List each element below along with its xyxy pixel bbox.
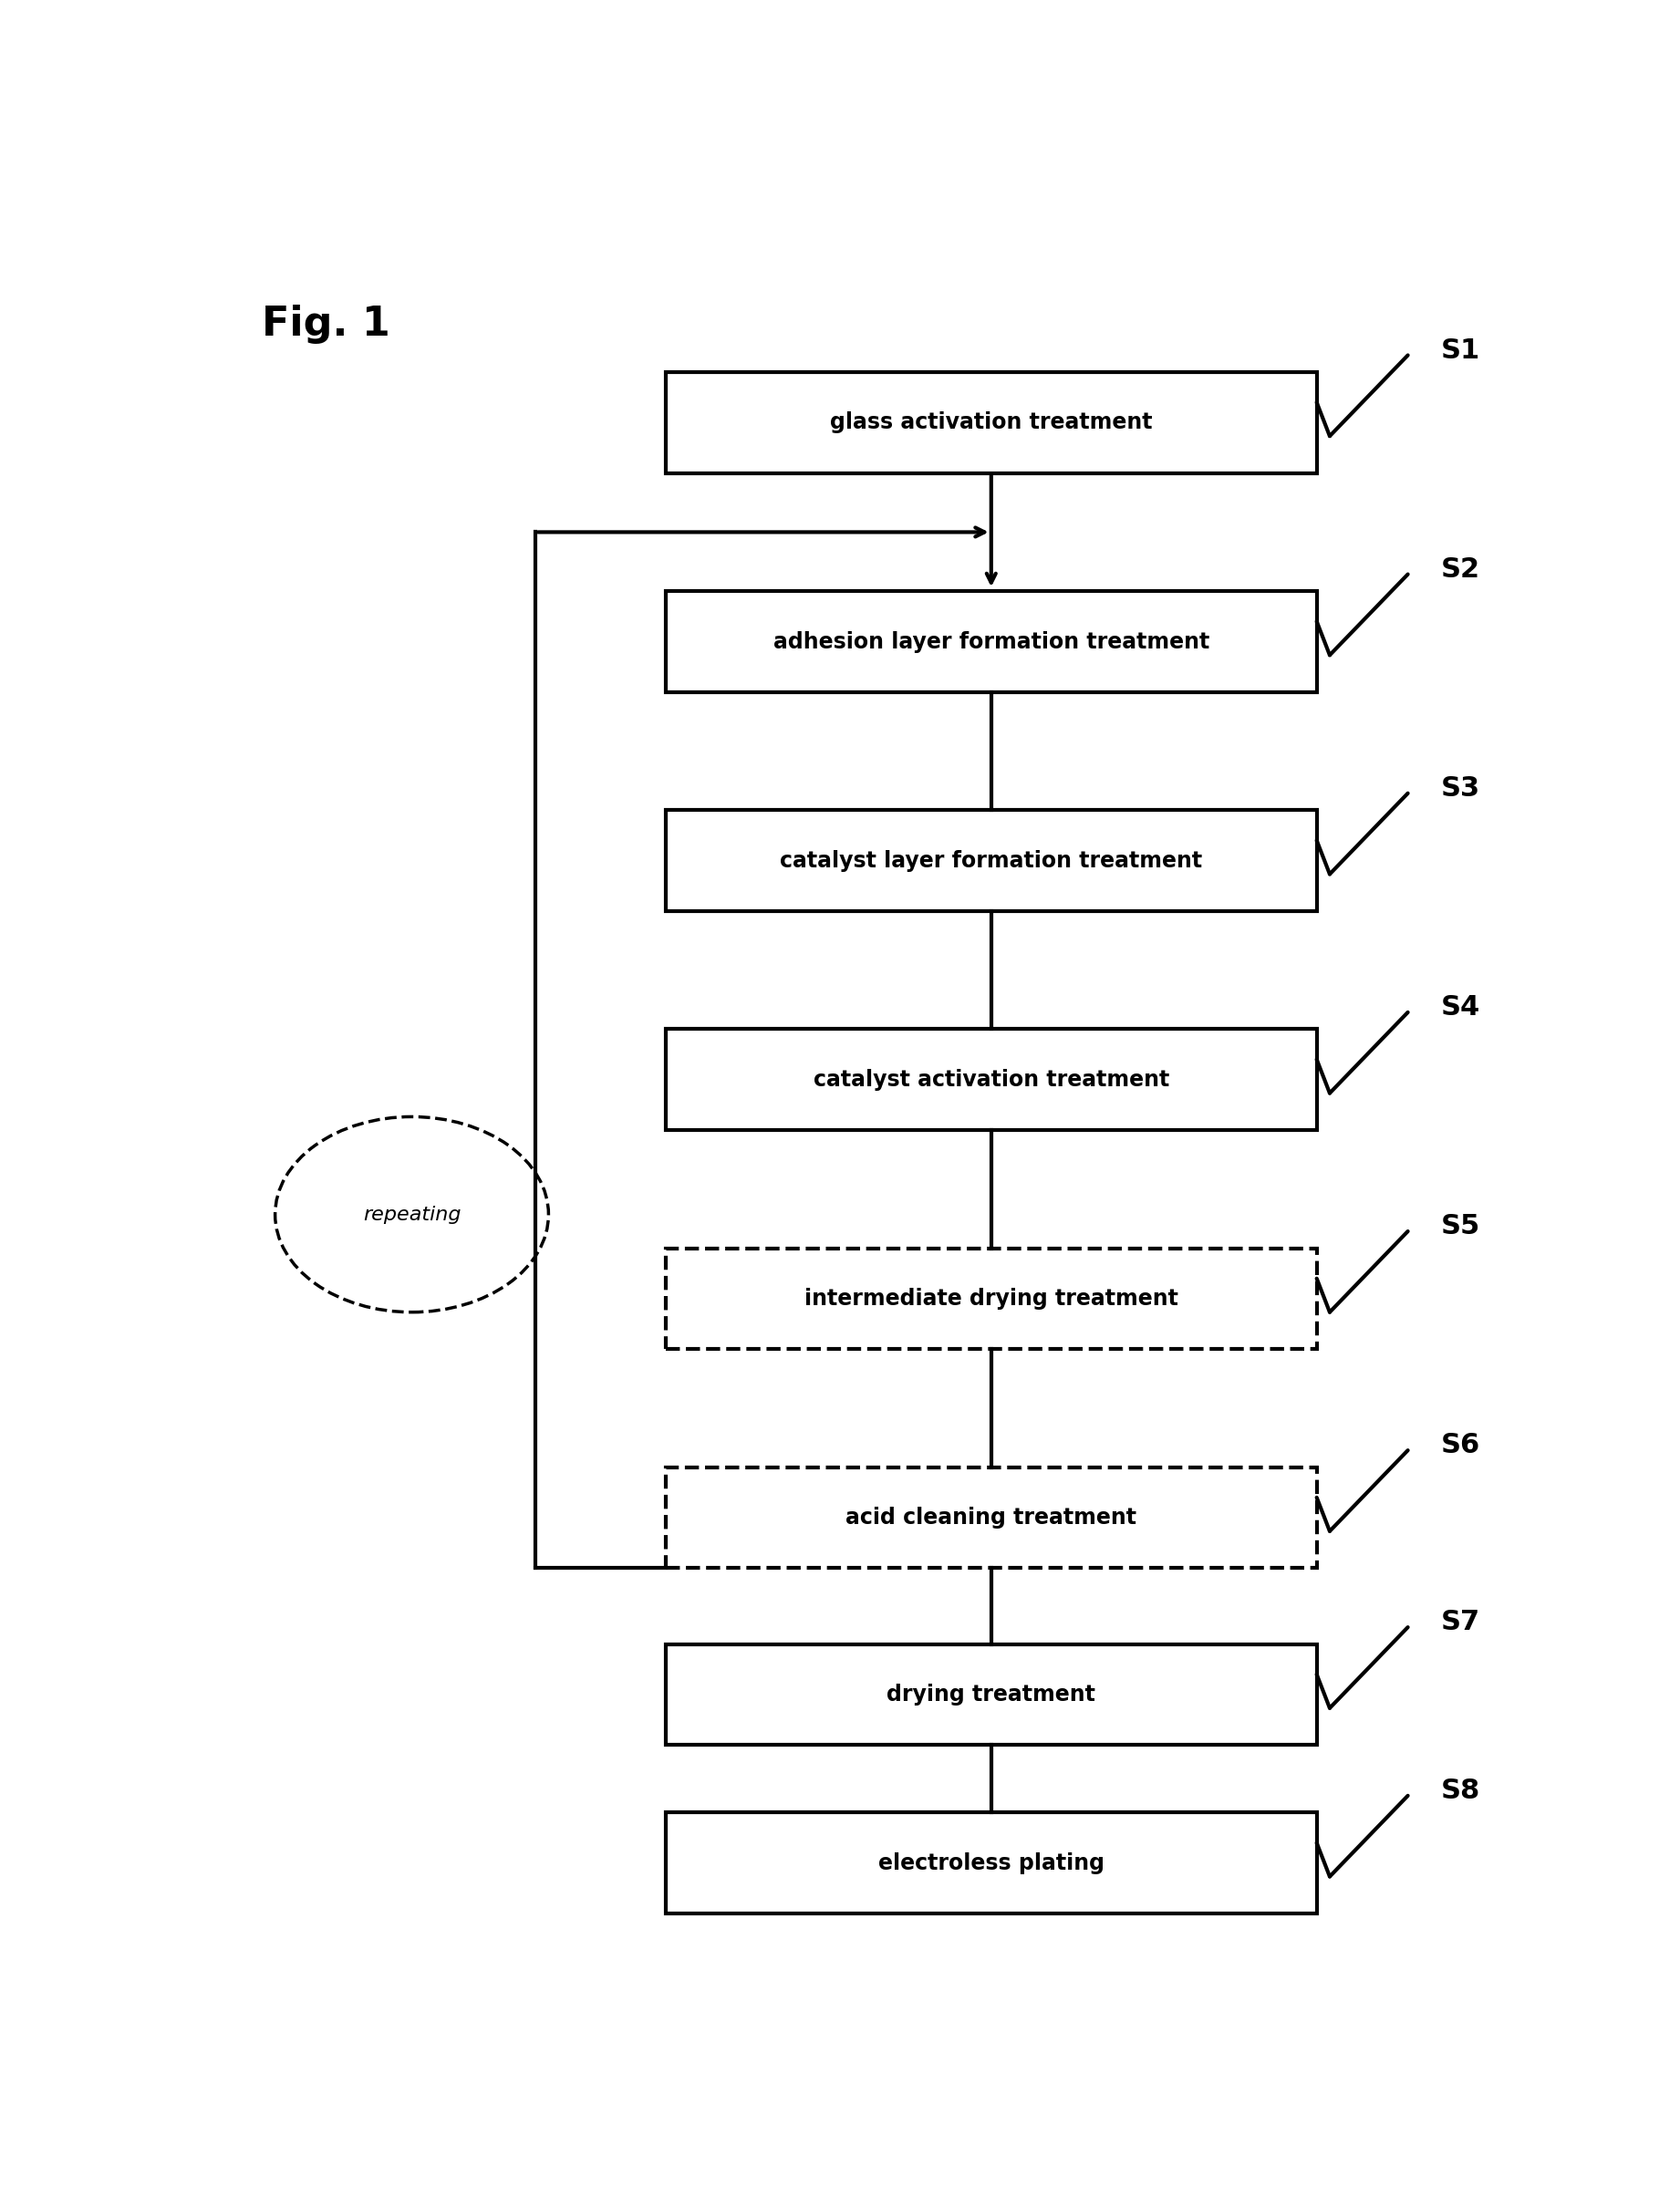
Text: Fig. 1: Fig. 1 (262, 304, 390, 344)
Text: S3: S3 (1440, 775, 1480, 801)
Text: glass activation treatment: glass activation treatment (830, 411, 1152, 433)
Bar (665, 1643, 1317, 1746)
Text: repeating: repeating (363, 1206, 460, 1223)
Bar (665, 1812, 1317, 1914)
Ellipse shape (276, 1116, 548, 1313)
Bar (665, 1247, 1317, 1350)
Text: acid cleaning treatment: acid cleaning treatment (845, 1508, 1137, 1529)
Text: catalyst activation treatment: catalyst activation treatment (813, 1068, 1169, 1090)
Text: S1: S1 (1440, 337, 1480, 363)
Text: S8: S8 (1440, 1777, 1480, 1805)
Text: S5: S5 (1440, 1214, 1480, 1241)
Text: S2: S2 (1440, 556, 1480, 582)
Text: drying treatment: drying treatment (887, 1683, 1095, 1707)
Bar (665, 372, 1317, 473)
Text: S4: S4 (1440, 993, 1480, 1020)
Bar (665, 1028, 1317, 1131)
Text: electroless plating: electroless plating (879, 1851, 1104, 1875)
Text: intermediate drying treatment: intermediate drying treatment (805, 1289, 1178, 1311)
Text: catalyst layer formation treatment: catalyst layer formation treatment (780, 849, 1203, 871)
Bar (665, 591, 1317, 691)
Text: adhesion layer formation treatment: adhesion layer formation treatment (773, 630, 1210, 652)
Bar (665, 1468, 1317, 1569)
Text: S6: S6 (1440, 1433, 1480, 1459)
Text: S7: S7 (1440, 1608, 1480, 1637)
Bar (665, 810, 1317, 910)
